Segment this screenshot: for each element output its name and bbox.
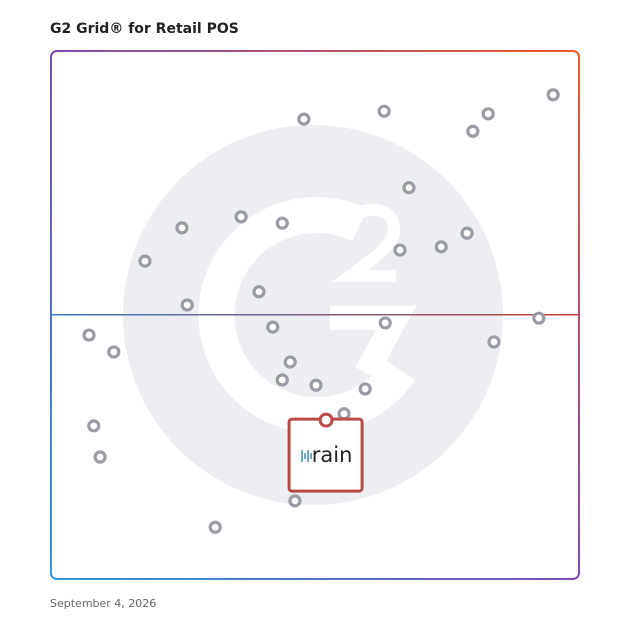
point [275,373,289,387]
point [378,316,392,330]
point [275,216,289,230]
point [466,124,480,138]
point [87,419,101,433]
point [297,112,311,126]
point [283,355,297,369]
point [107,345,121,359]
point [138,254,152,268]
footnote: September 4, 2026 [50,597,156,610]
point [309,378,323,392]
point [481,107,495,121]
point [208,520,222,534]
point [252,285,266,299]
point [337,407,351,421]
point [82,328,96,342]
point [434,240,448,254]
point [175,221,189,235]
chart-title: G2 Grid® for Retail POS [50,21,239,37]
point [288,494,302,508]
point [234,210,248,224]
point [532,311,546,325]
point [393,243,407,257]
point [180,298,194,312]
point [358,382,372,396]
point [266,320,280,334]
point [377,104,391,118]
highlight-point [318,412,334,428]
point [460,226,474,240]
point [487,335,501,349]
points: rain [82,88,560,534]
quadrant-line [51,314,579,316]
point [402,181,416,195]
point [93,450,107,464]
point [546,88,560,102]
highlight-label: rain [312,443,353,467]
